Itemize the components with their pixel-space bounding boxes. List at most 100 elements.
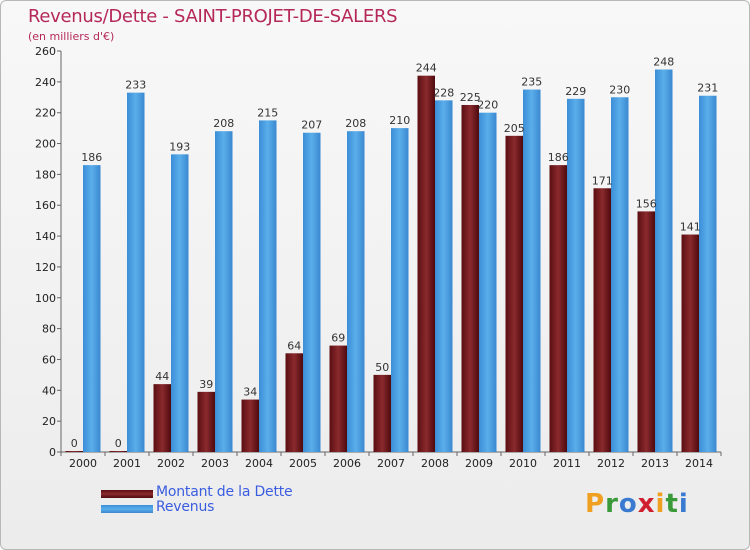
y-tick-label: 60 (42, 353, 56, 366)
x-tick-label: 2000 (69, 457, 97, 470)
x-tick-label: 2014 (685, 457, 713, 470)
bar-dette (373, 374, 391, 452)
data-label: 210 (389, 114, 410, 127)
logo-letter: i (678, 489, 689, 519)
y-tick-label: 200 (35, 138, 56, 151)
x-tick-label: 2004 (245, 457, 273, 470)
chart-value-labels: 0 186 0 233 44 193 39 208 34 215 64 207 69 208 50 210 24… (71, 56, 719, 450)
data-label: 186 (81, 151, 102, 164)
bar-revenus (83, 165, 101, 452)
data-label: 235 (521, 76, 542, 89)
data-label: 215 (257, 106, 278, 119)
data-label: 233 (125, 79, 146, 92)
bar-dette (461, 104, 479, 452)
x-tick-label: 2005 (289, 457, 317, 470)
bar-revenus (347, 131, 365, 452)
data-label: 69 (331, 332, 345, 345)
x-tick-label: 2002 (157, 457, 185, 470)
x-tick-label: 2011 (553, 457, 581, 470)
logo-letter: r (605, 489, 619, 519)
logo-letter: x (637, 489, 656, 519)
data-label: 0 (71, 437, 78, 450)
bar-dette (505, 135, 523, 453)
x-tick-label: 2012 (597, 457, 625, 470)
logo-letter: t (665, 489, 679, 519)
bar-revenus (479, 112, 497, 452)
data-label: 228 (433, 86, 454, 99)
bar-revenus (523, 89, 541, 453)
proxiti-logo: Proxiti (585, 489, 689, 519)
chart-subtitle: (en milliers d'€) (28, 30, 115, 43)
data-label: 244 (416, 62, 437, 75)
legend-label-revenus: Revenus (156, 499, 215, 515)
bar-revenus (699, 95, 717, 452)
data-label: 225 (460, 91, 481, 104)
data-label: 230 (609, 83, 630, 96)
y-tick-label: 220 (35, 107, 56, 120)
bar-dette (681, 234, 699, 452)
bar-dette (329, 345, 347, 452)
data-label: 208 (345, 117, 366, 130)
bar-dette (153, 384, 171, 452)
x-tick-label: 2007 (377, 457, 405, 470)
data-label: 186 (548, 151, 569, 164)
chart-axes: 0 20 40 60 80 100 120 140 160 180 200 220 240 260 2000… (35, 45, 722, 470)
bar-revenus (435, 100, 453, 452)
data-label: 208 (213, 117, 234, 130)
y-tick-label: 260 (35, 45, 56, 58)
bar-revenus (567, 98, 585, 453)
data-label: 156 (636, 197, 657, 210)
data-label: 205 (504, 122, 525, 135)
x-tick-label: 2001 (113, 457, 141, 470)
bar-revenus (171, 154, 189, 453)
legend-swatch-dette (101, 490, 153, 498)
y-tick-label: 0 (49, 446, 56, 459)
bar-revenus (127, 92, 145, 453)
data-label: 50 (375, 361, 389, 374)
data-label: 141 (680, 221, 701, 234)
y-tick-label: 100 (35, 292, 56, 305)
data-label: 34 (243, 386, 257, 399)
data-label: 207 (301, 119, 322, 132)
y-tick-label: 180 (35, 168, 56, 181)
data-label: 171 (592, 174, 613, 187)
y-tick-label: 240 (35, 76, 56, 89)
data-label: 229 (565, 85, 586, 98)
logo-letter: P (585, 489, 606, 519)
logo-letter: o (618, 489, 638, 519)
data-label: 44 (155, 370, 169, 383)
bar-revenus (215, 131, 233, 452)
bar-revenus (391, 128, 409, 452)
data-label: 39 (199, 378, 213, 391)
bar-dette (65, 451, 83, 452)
legend-swatch-revenus (101, 505, 153, 513)
chart-bars (65, 69, 717, 453)
x-tick-label: 2009 (465, 457, 493, 470)
x-tick-label: 2013 (641, 457, 669, 470)
data-label: 231 (697, 82, 718, 95)
legend-label-dette: Montant de la Dette (156, 484, 293, 500)
bar-dette (241, 399, 259, 452)
data-label: 220 (477, 99, 498, 112)
x-tick-label: 2006 (333, 457, 361, 470)
x-tick-label: 2003 (201, 457, 229, 470)
bar-dette (197, 391, 215, 452)
y-tick-label: 120 (35, 261, 56, 274)
x-tick-label: 2010 (509, 457, 537, 470)
bar-dette (417, 75, 435, 452)
bar-dette (637, 211, 655, 452)
y-tick-label: 40 (42, 384, 56, 397)
bar-revenus (611, 97, 629, 453)
y-tick-label: 80 (42, 323, 56, 336)
data-label: 248 (653, 56, 674, 69)
y-tick-label: 140 (35, 230, 56, 243)
data-label: 0 (115, 437, 122, 450)
bar-dette (549, 165, 567, 452)
bar-revenus (259, 120, 277, 453)
bar-dette (285, 353, 303, 452)
data-label: 64 (287, 339, 301, 352)
y-tick-label: 160 (35, 199, 56, 212)
y-tick-label: 20 (42, 415, 56, 428)
